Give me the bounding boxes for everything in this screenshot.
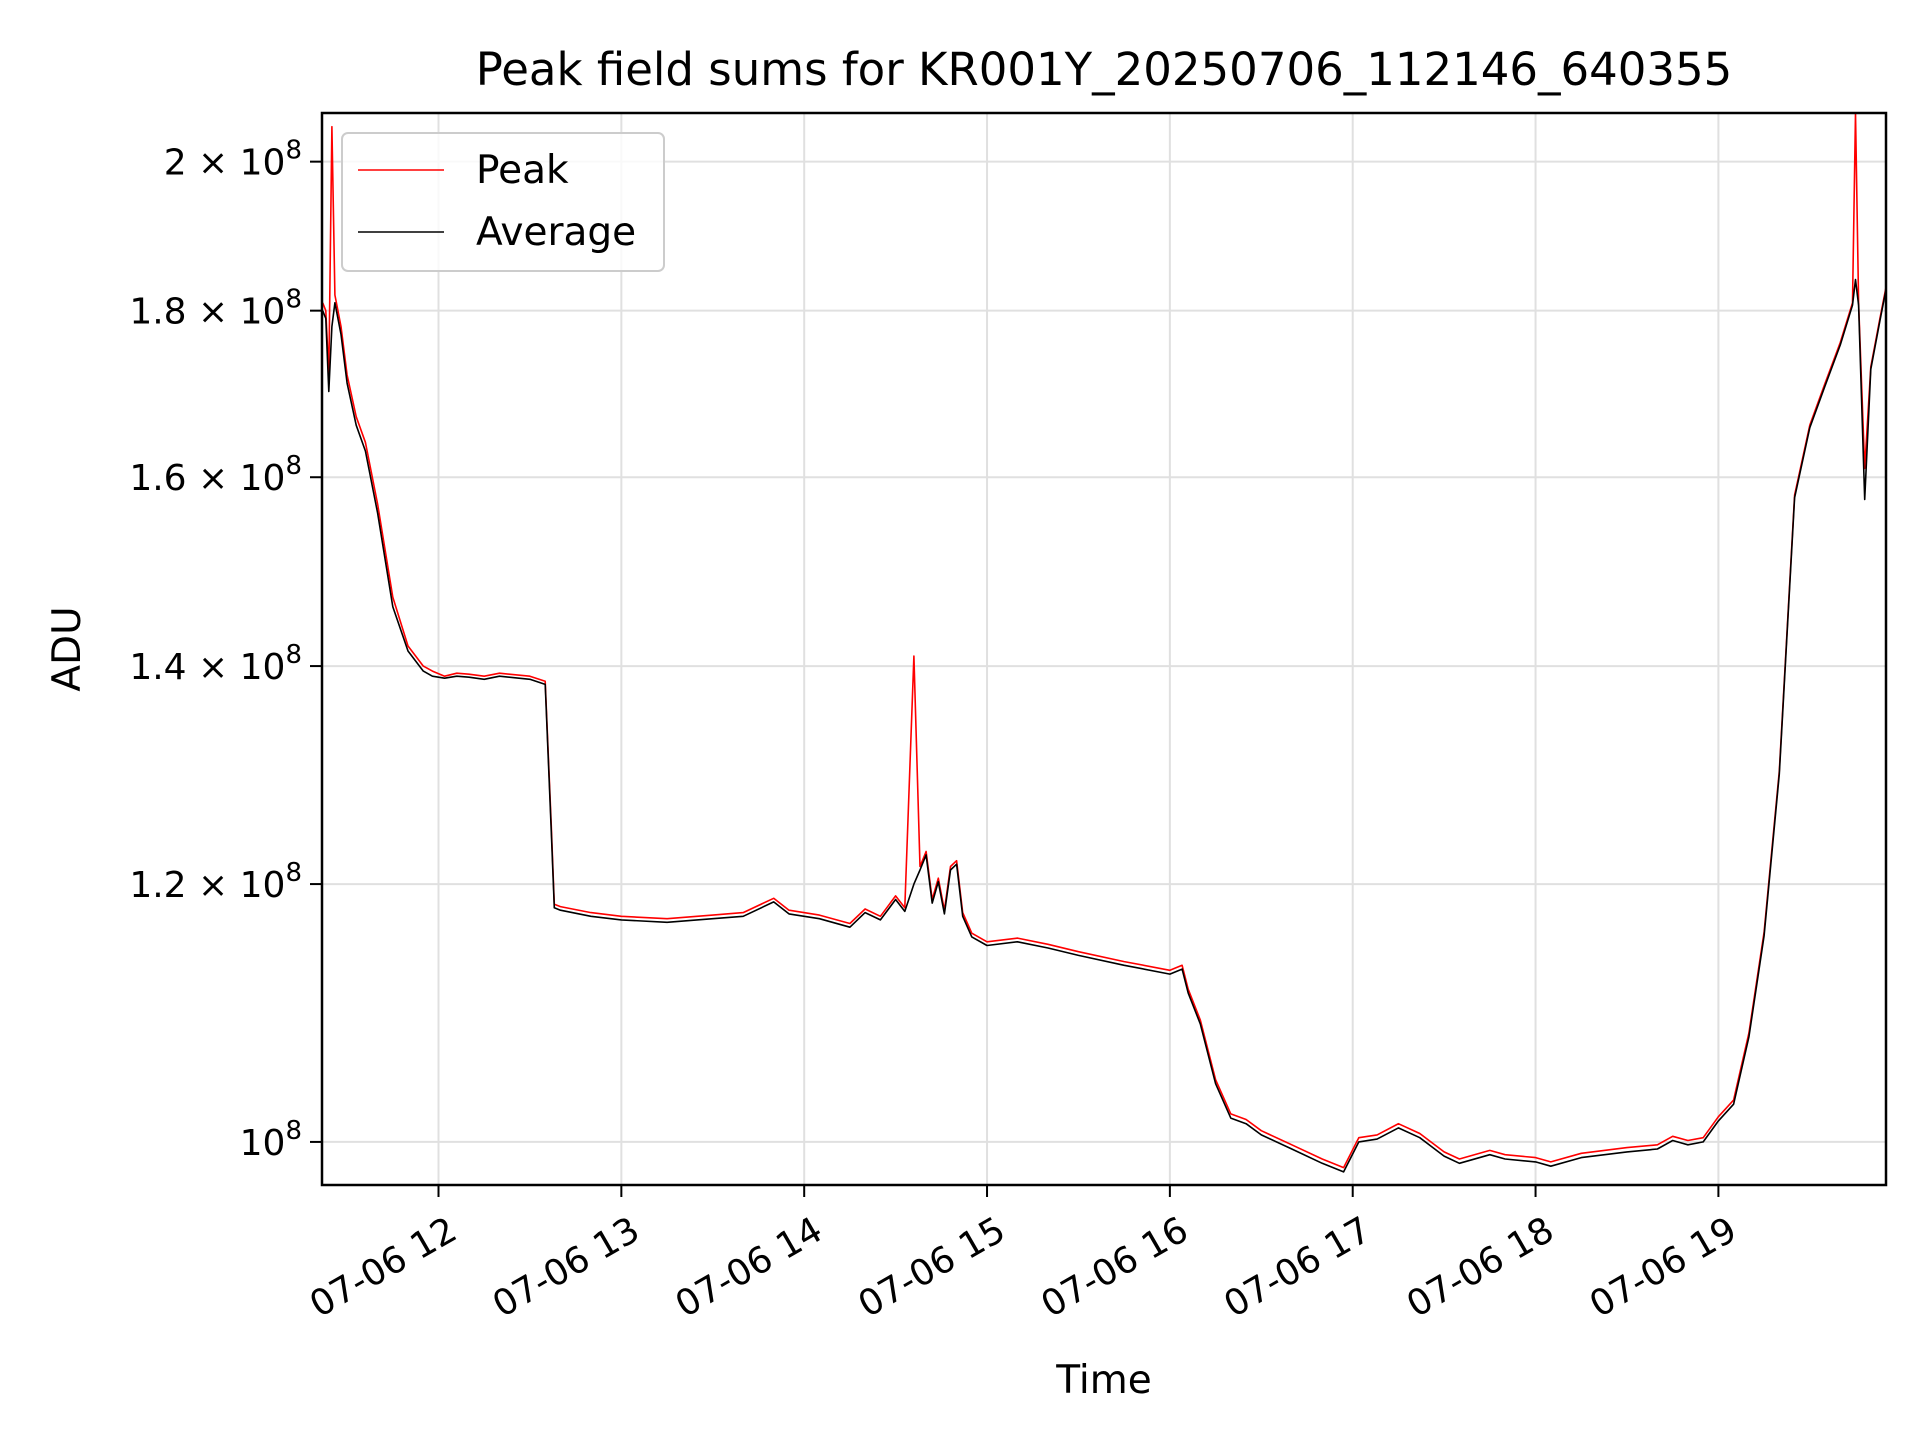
series-layer [322,113,1886,1173]
legend-label-peak: Peak [476,148,569,193]
x-axis-label: Time [1055,1358,1151,1403]
y-tick-label: 2 × 108 [164,136,302,184]
gridlines [322,113,1886,1185]
chart-title: Peak field sums for KR001Y_20250706_1121… [476,43,1733,96]
y-tick-label: 1.2 × 108 [129,858,302,906]
series-line-average [322,278,1886,1173]
series-line-peak [322,113,1886,1169]
legend-label-average: Average [476,210,636,255]
y-tick-label: 1.6 × 108 [129,451,302,499]
y-axis-label: ADU [45,606,90,691]
legend-box [341,132,665,272]
y-tick-label: 108 [240,1116,302,1164]
legend: Peak Average [341,132,665,272]
y-tick-label: 1.4 × 108 [129,640,302,688]
y-axis: 108 1.2 × 108 1.4 × 108 1.6 × 108 1.8 × 108 2… [129,136,322,1164]
plot-area-frame [320,111,1888,1187]
y-tick-label: 1.8 × 108 [129,285,302,333]
